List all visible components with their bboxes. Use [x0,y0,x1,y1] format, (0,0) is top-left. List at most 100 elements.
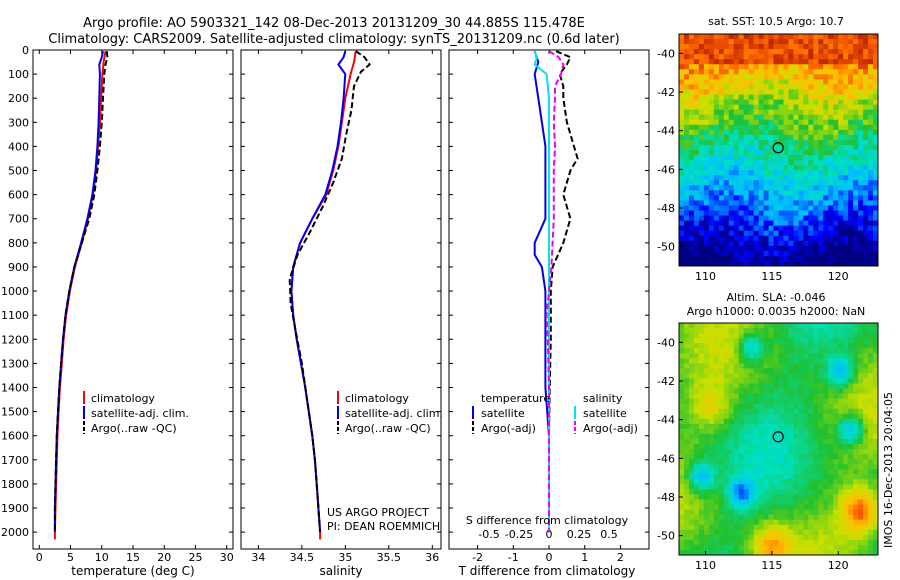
map-cell [793,165,799,171]
map-cell [793,328,799,334]
map-cell [679,150,685,156]
map-cell [853,230,859,237]
map-cell [798,449,804,455]
map-cell [873,215,878,222]
map-cell [833,114,839,121]
map-cell [708,99,715,106]
map-cell [768,539,775,546]
map-cell [818,524,824,531]
map-cell [873,549,878,555]
map-cell [743,368,750,374]
map-cell [698,89,705,96]
map-cell [848,200,854,206]
map-cell [708,89,715,96]
map-cell [788,185,794,191]
map-cell [763,474,770,480]
map-cell [723,210,730,217]
map-cell [679,529,685,536]
map-cell [728,144,735,151]
map-cell [853,34,859,40]
map-cell [818,89,824,96]
map-cell [688,479,695,485]
map-cell [693,544,700,551]
map-cell [753,220,760,227]
map-cell [788,155,794,161]
map-cell [743,49,750,55]
map-cell [708,343,715,349]
map-cell [688,433,695,440]
map-cell [823,74,829,80]
map-cell [838,165,844,171]
map-cell [728,433,735,440]
map-cell [828,245,834,252]
map-cell [733,338,740,344]
map-cell [858,433,864,440]
map-cell [733,190,740,196]
map-cell [738,155,745,161]
map-cell [679,398,685,405]
map-cell [703,484,710,490]
map-cell [703,190,710,196]
map-cell [713,534,720,541]
map-cell [798,139,804,146]
map-cell [793,180,799,186]
map-cell [768,250,775,257]
map-cell [758,509,765,516]
map-cell [728,398,735,405]
map-cell [683,84,690,90]
map-cell [813,114,819,121]
map-cell [733,39,740,45]
map-cell [718,423,725,430]
map-cell [713,479,720,485]
map-cell [768,474,775,480]
map-cell [783,449,789,455]
map-cell [733,155,740,161]
map-cell [758,464,765,470]
map-cell [843,200,849,206]
map-cell [768,59,775,65]
map-cell [813,180,819,186]
map-cell [873,34,878,40]
map-cell [698,484,705,490]
map-cell [848,519,854,526]
map-cell [793,393,799,400]
map-cell [748,343,755,349]
map-cell [758,353,765,359]
map-cell [873,353,878,359]
map-cell [743,464,750,470]
map-cell [828,109,834,116]
map-cell [858,49,864,55]
map-cell [693,489,700,495]
map-cell [703,418,710,425]
map-cell [748,423,755,430]
map-cell [703,454,710,460]
map-cell [863,235,869,242]
map-cell [818,378,824,385]
map-cell [679,333,685,339]
map-cell [858,408,864,415]
map-cell [718,165,725,171]
map-cell [843,165,849,171]
map-cell [848,79,854,85]
map-cell [793,544,799,551]
map-cell [768,89,775,96]
map-cell [748,99,755,106]
map-cell [733,170,740,176]
map-cell [863,464,869,470]
map-cell [873,328,878,334]
map-cell [868,44,874,50]
map-cell [798,444,804,450]
map-cell [868,403,874,410]
map-cell [773,205,779,212]
map-cell [743,104,750,111]
map-cell [753,433,760,440]
map-cell [798,185,804,191]
map-cell [688,459,695,465]
map-cell [758,459,765,465]
map-cell [683,215,690,222]
map-cell [783,205,789,212]
map-cell [743,333,750,339]
map-cell [679,99,685,106]
map-cell [778,129,784,136]
map-cell [843,230,849,237]
